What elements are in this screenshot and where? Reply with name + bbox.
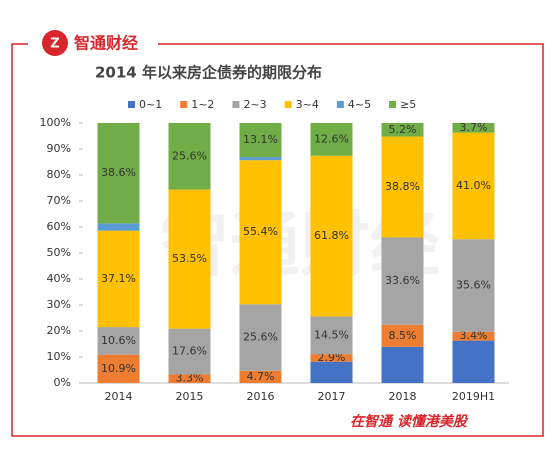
legend-swatch (284, 101, 292, 108)
bar-segment (310, 354, 353, 362)
slogan: 在智通 读懂港美股 (350, 413, 469, 430)
bar-segment (381, 346, 424, 383)
value-label: 10.6% (101, 334, 136, 347)
bar-segment (452, 340, 495, 383)
y-tick-label: 40% (47, 272, 71, 285)
value-label: 2.9% (318, 351, 346, 364)
value-label: 37.1% (101, 272, 136, 285)
bar-segment (381, 136, 424, 238)
x-tick-label: 2019H1 (452, 390, 495, 403)
value-label: 17.6% (172, 345, 207, 358)
bar-segment (168, 189, 211, 329)
x-tick-label: 2015 (176, 390, 204, 403)
legend-label: 2~3 (243, 98, 266, 111)
legend-label: 3~4 (296, 98, 319, 111)
chart-title: 2014 年以来房企债券的期限分布 (95, 64, 322, 82)
y-tick-label: 60% (47, 220, 71, 233)
bar-segment (168, 374, 211, 383)
y-tick-label: 90% (47, 142, 71, 155)
legend-swatch (389, 101, 397, 108)
bar-segment (239, 123, 282, 158)
logo-text: 智通财经 (74, 34, 138, 53)
bar-segment (452, 239, 495, 332)
value-label: 53.5% (172, 252, 207, 265)
value-label: 38.6% (101, 166, 136, 179)
legend-label: 4~5 (348, 98, 371, 111)
y-tick-label: 0% (54, 376, 71, 389)
value-label: 41.0% (456, 179, 491, 192)
value-label: 61.8% (314, 229, 349, 242)
bar-segment (452, 331, 495, 341)
bar-segment (168, 328, 211, 375)
y-tick-label: 10% (47, 350, 71, 363)
legend-swatch (232, 101, 240, 108)
bar-segment (97, 223, 140, 231)
bar-segment (381, 324, 424, 347)
value-label: 13.1% (243, 133, 278, 146)
bar-segment (168, 123, 211, 190)
value-label: 25.6% (243, 331, 278, 344)
value-label: 3.3% (176, 372, 204, 385)
bar-segment (97, 230, 140, 328)
y-tick-label: 50% (47, 246, 71, 259)
slogan-bg (340, 410, 510, 432)
bar-segment (381, 237, 424, 325)
frame (11, 43, 544, 437)
x-tick-label: 2017 (318, 390, 346, 403)
legend-swatch (128, 101, 135, 108)
x-tick-label: 2014 (105, 390, 133, 403)
legend-swatch (336, 101, 344, 108)
value-label: 3.7% (460, 121, 488, 134)
value-label: 14.5% (314, 328, 349, 341)
y-tick-label: 80% (47, 168, 71, 181)
value-label: 33.6% (385, 274, 420, 287)
bar-segment (310, 155, 353, 317)
value-label: 38.8% (385, 180, 420, 193)
value-label: 25.6% (172, 149, 207, 162)
x-tick-label: 2016 (247, 390, 275, 403)
bar-segment (239, 157, 282, 161)
bar-segment (239, 304, 282, 371)
value-label: 10.9% (101, 362, 136, 375)
value-label: 3.4% (460, 329, 488, 342)
bar-segment (97, 123, 140, 224)
logo-mark: Z (50, 37, 59, 52)
bar-segment (239, 160, 282, 305)
value-label: 35.6% (456, 279, 491, 292)
bar-segment (452, 132, 495, 240)
bar-segment (452, 123, 495, 133)
value-label: 8.5% (389, 329, 417, 342)
bar-segment (381, 123, 424, 137)
legend-label: ≥5 (400, 98, 416, 111)
bar-segment (310, 316, 353, 355)
value-label: 55.4% (243, 225, 278, 238)
value-label: 5.2% (389, 123, 417, 136)
value-label: 4.7% (247, 370, 275, 383)
value-label: 12.6% (314, 132, 349, 145)
bar-segment (97, 354, 140, 383)
bar-segment (310, 123, 353, 156)
x-tick-label: 2018 (389, 390, 417, 403)
bar-segment (97, 327, 140, 355)
logo-icon (42, 30, 68, 56)
bar-segment (239, 370, 282, 383)
legend-swatch (180, 101, 188, 108)
legend-label: 0~1 (139, 98, 162, 111)
y-tick-label: 30% (47, 298, 71, 311)
y-tick-label: 70% (47, 194, 71, 207)
bar-segment (310, 361, 353, 383)
y-tick-label: 100% (40, 116, 71, 129)
legend-label: 1~2 (191, 98, 214, 111)
y-tick-label: 20% (47, 324, 71, 337)
